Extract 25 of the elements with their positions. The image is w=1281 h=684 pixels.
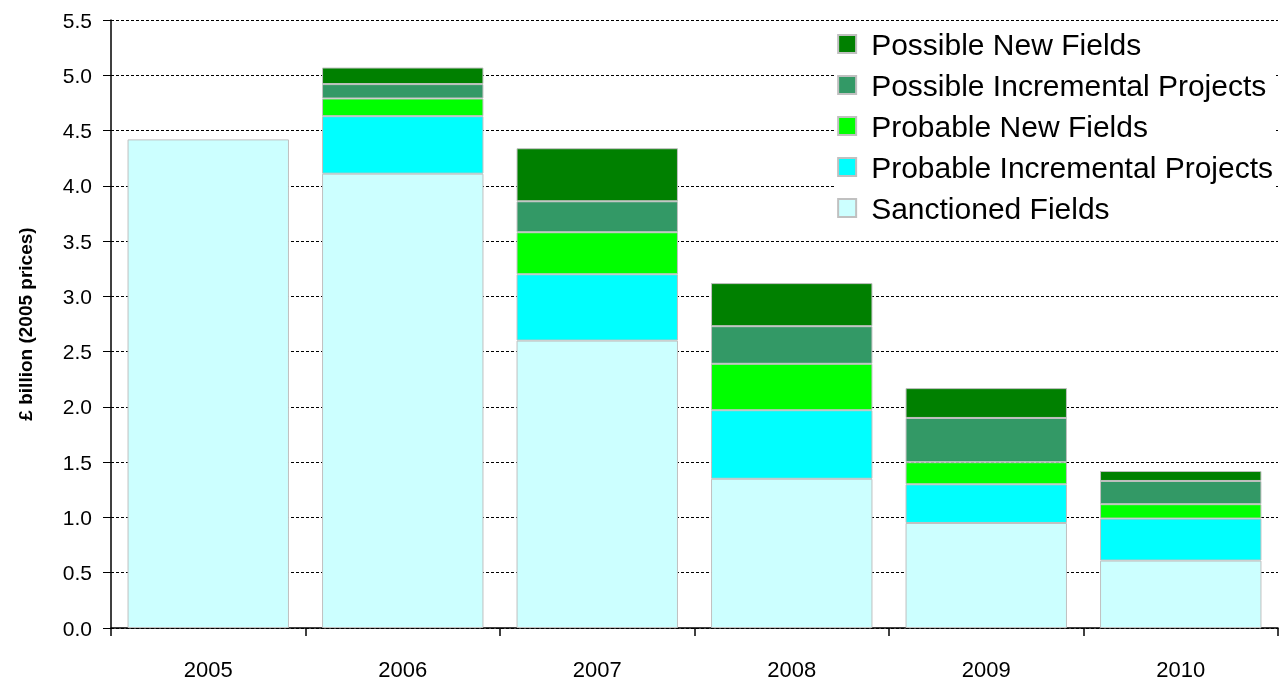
y-tick-label: 0.0 bbox=[62, 616, 92, 640]
y-tick-label: 4.5 bbox=[62, 119, 92, 143]
y-tick-label: 4.0 bbox=[62, 174, 92, 198]
y-tick-label: 2.0 bbox=[62, 395, 92, 419]
x-tick-label: 2008 bbox=[767, 656, 817, 682]
legend-label: Probable New Fields bbox=[871, 109, 1148, 143]
y-tick-label: 0.5 bbox=[62, 561, 92, 585]
x-tick-label: 2006 bbox=[378, 656, 428, 682]
y-tick-label: 5.5 bbox=[62, 8, 92, 32]
legend-label: Sanctioned Fields bbox=[871, 191, 1110, 225]
bar bbox=[127, 139, 289, 628]
y-tick-label: 3.0 bbox=[62, 284, 92, 308]
y-tick-label: 1.0 bbox=[62, 505, 92, 529]
legend-label: Probable Incremental Projects bbox=[871, 150, 1274, 184]
y-axis-title: £ billion (2005 prices) bbox=[15, 227, 36, 421]
y-tick-label: 2.5 bbox=[62, 340, 92, 364]
x-tick-label: 2010 bbox=[1156, 656, 1206, 682]
y-tick-label: 1.5 bbox=[62, 450, 92, 474]
x-tick-label: 2005 bbox=[183, 656, 233, 682]
y-tick-label: 3.5 bbox=[62, 229, 92, 253]
x-tick-label: 2009 bbox=[961, 656, 1011, 682]
legend-label: Possible Incremental Projects bbox=[871, 68, 1267, 102]
x-tick-label: 2007 bbox=[572, 656, 622, 682]
y-tick-label: 5.0 bbox=[62, 63, 92, 87]
legend-label: Possible New Fields bbox=[871, 27, 1142, 61]
